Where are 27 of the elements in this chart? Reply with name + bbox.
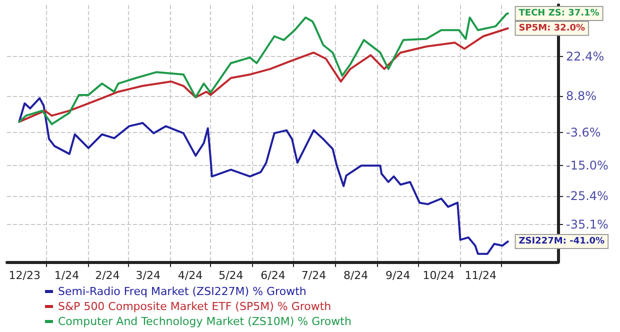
x-tick-label: 7/24 <box>301 269 326 282</box>
x-tick-label: 8/24 <box>343 269 368 282</box>
x-tick-label: 9/24 <box>386 269 410 282</box>
line-series <box>18 27 509 123</box>
annotation: TECH ZS: 37.1% <box>518 8 600 18</box>
x-tick-label: 4/24 <box>178 269 203 282</box>
y-tick-label: -15.0% <box>566 158 608 173</box>
y-tick-label: 8.8% <box>566 89 596 104</box>
y-tick-label: 22.4% <box>566 49 604 64</box>
annotation: SP5M: 32.0% <box>518 23 586 34</box>
x-tick-label: 1/24 <box>54 269 80 282</box>
x-tick-label: 3/24 <box>136 269 160 282</box>
x-tick-label: 6/24 <box>260 269 286 282</box>
x-tick-label: 10/24 <box>422 269 454 282</box>
legend-label: S&P 500 Composite Market ETF (SP5M) % Growth <box>58 300 332 313</box>
annotation: ZSI227M: -41.0% <box>518 236 605 247</box>
y-tick-label: -35.1% <box>566 217 608 232</box>
legend-label: Semi-Radio Freq Market (ZSI227M) % Growth <box>58 285 306 298</box>
x-tick-label: 12/23 <box>8 269 40 282</box>
legend-label: Computer And Technology Market (ZS10M) % Growth <box>58 315 352 328</box>
x-tick-label: 2/24 <box>95 269 120 282</box>
line-series <box>18 97 509 255</box>
y-tick-label: -3.6% <box>566 125 601 140</box>
line-series <box>18 12 509 126</box>
x-tick-label: 5/24 <box>218 269 244 282</box>
y-tick-label: -25.4% <box>566 189 608 203</box>
x-tick-label: 11/24 <box>464 269 496 282</box>
